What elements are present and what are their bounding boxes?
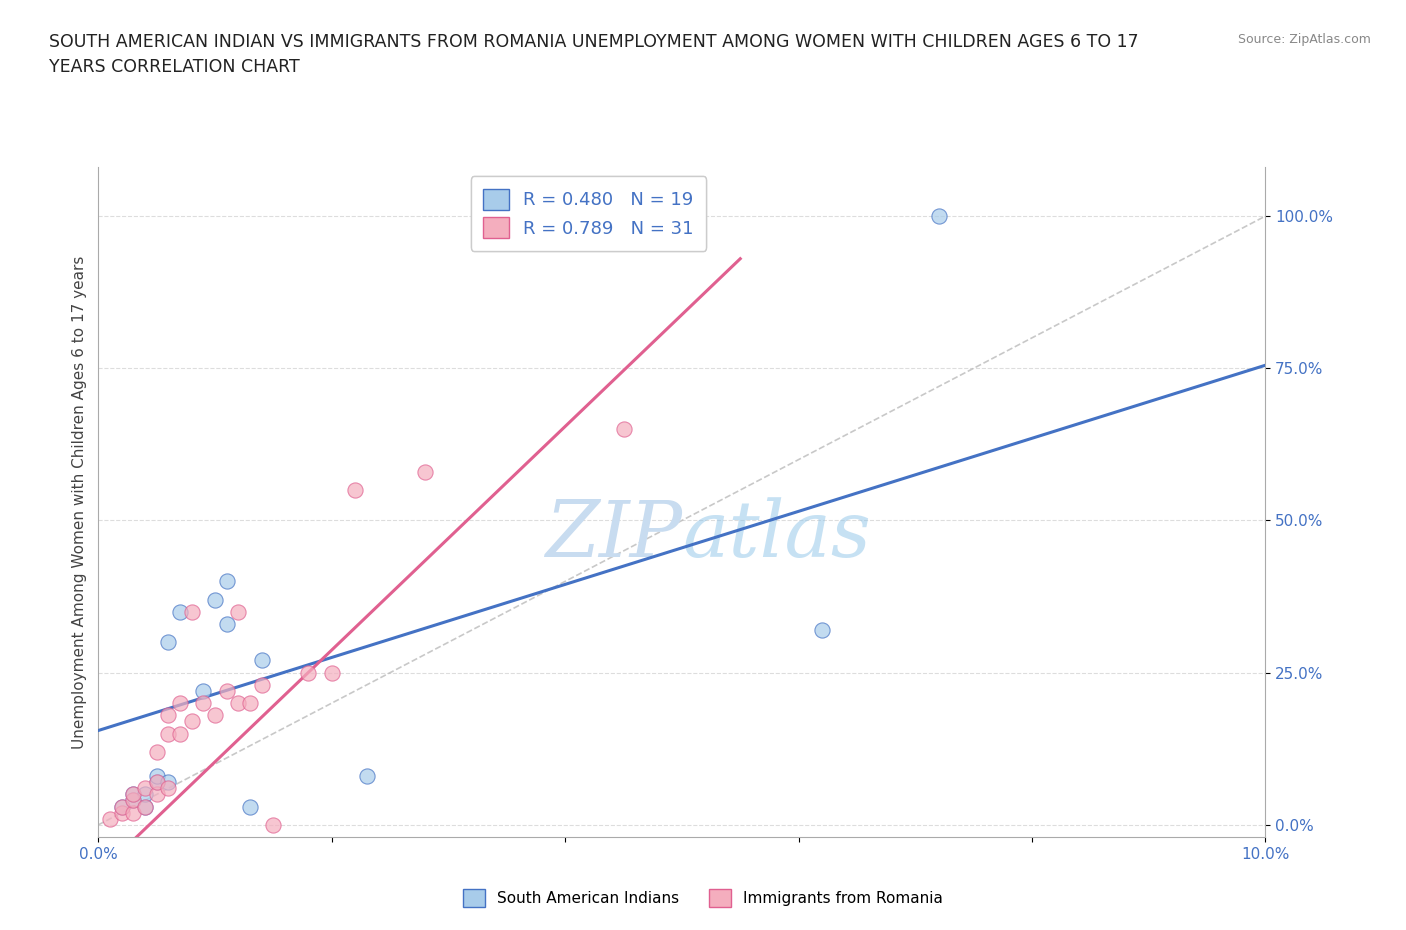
Point [321, 665, 343, 680]
Point [169, 726, 191, 741]
Point [215, 684, 238, 698]
Point [297, 665, 319, 680]
Point [239, 799, 262, 814]
Point [169, 696, 191, 711]
Text: YEARS CORRELATION CHART: YEARS CORRELATION CHART [49, 58, 299, 75]
Point [134, 781, 156, 796]
Point [122, 793, 145, 808]
Point [612, 421, 634, 436]
Point [157, 775, 180, 790]
Point [98, 811, 121, 826]
Point [134, 799, 156, 814]
Point [146, 775, 169, 790]
Point [157, 726, 180, 741]
Text: Source: ZipAtlas.com: Source: ZipAtlas.com [1237, 33, 1371, 46]
Point [146, 769, 169, 784]
Point [111, 805, 134, 820]
Point [928, 208, 950, 223]
Text: ZIP: ZIP [544, 498, 682, 574]
Point [250, 653, 273, 668]
Point [122, 787, 145, 802]
Point [122, 787, 145, 802]
Point [344, 483, 367, 498]
Point [157, 635, 180, 650]
Point [250, 677, 273, 692]
Point [157, 708, 180, 723]
Point [193, 696, 215, 711]
Point [146, 787, 169, 802]
Point [180, 714, 202, 729]
Point [239, 696, 262, 711]
Text: atlas: atlas [682, 498, 870, 574]
Y-axis label: Unemployment Among Women with Children Ages 6 to 17 years: Unemployment Among Women with Children A… [72, 256, 87, 749]
Point [215, 617, 238, 631]
Point [193, 684, 215, 698]
Point [111, 799, 134, 814]
Point [146, 775, 169, 790]
Point [146, 744, 169, 759]
Point [228, 696, 250, 711]
Point [169, 604, 191, 619]
Point [134, 799, 156, 814]
Point [215, 574, 238, 589]
Legend: South American Indians, Immigrants from Romania: South American Indians, Immigrants from … [457, 884, 949, 913]
Point [811, 622, 834, 637]
Point [134, 787, 156, 802]
Point [356, 769, 378, 784]
Point [204, 592, 226, 607]
Point [228, 604, 250, 619]
Text: SOUTH AMERICAN INDIAN VS IMMIGRANTS FROM ROMANIA UNEMPLOYMENT AMONG WOMEN WITH C: SOUTH AMERICAN INDIAN VS IMMIGRANTS FROM… [49, 33, 1139, 50]
Point [413, 464, 436, 479]
Point [204, 708, 226, 723]
Point [180, 604, 202, 619]
Legend: R = 0.480   N = 19, R = 0.789   N = 31: R = 0.480 N = 19, R = 0.789 N = 31 [471, 177, 706, 251]
Point [111, 799, 134, 814]
Point [262, 817, 284, 832]
Point [122, 805, 145, 820]
Point [157, 781, 180, 796]
Point [122, 793, 145, 808]
